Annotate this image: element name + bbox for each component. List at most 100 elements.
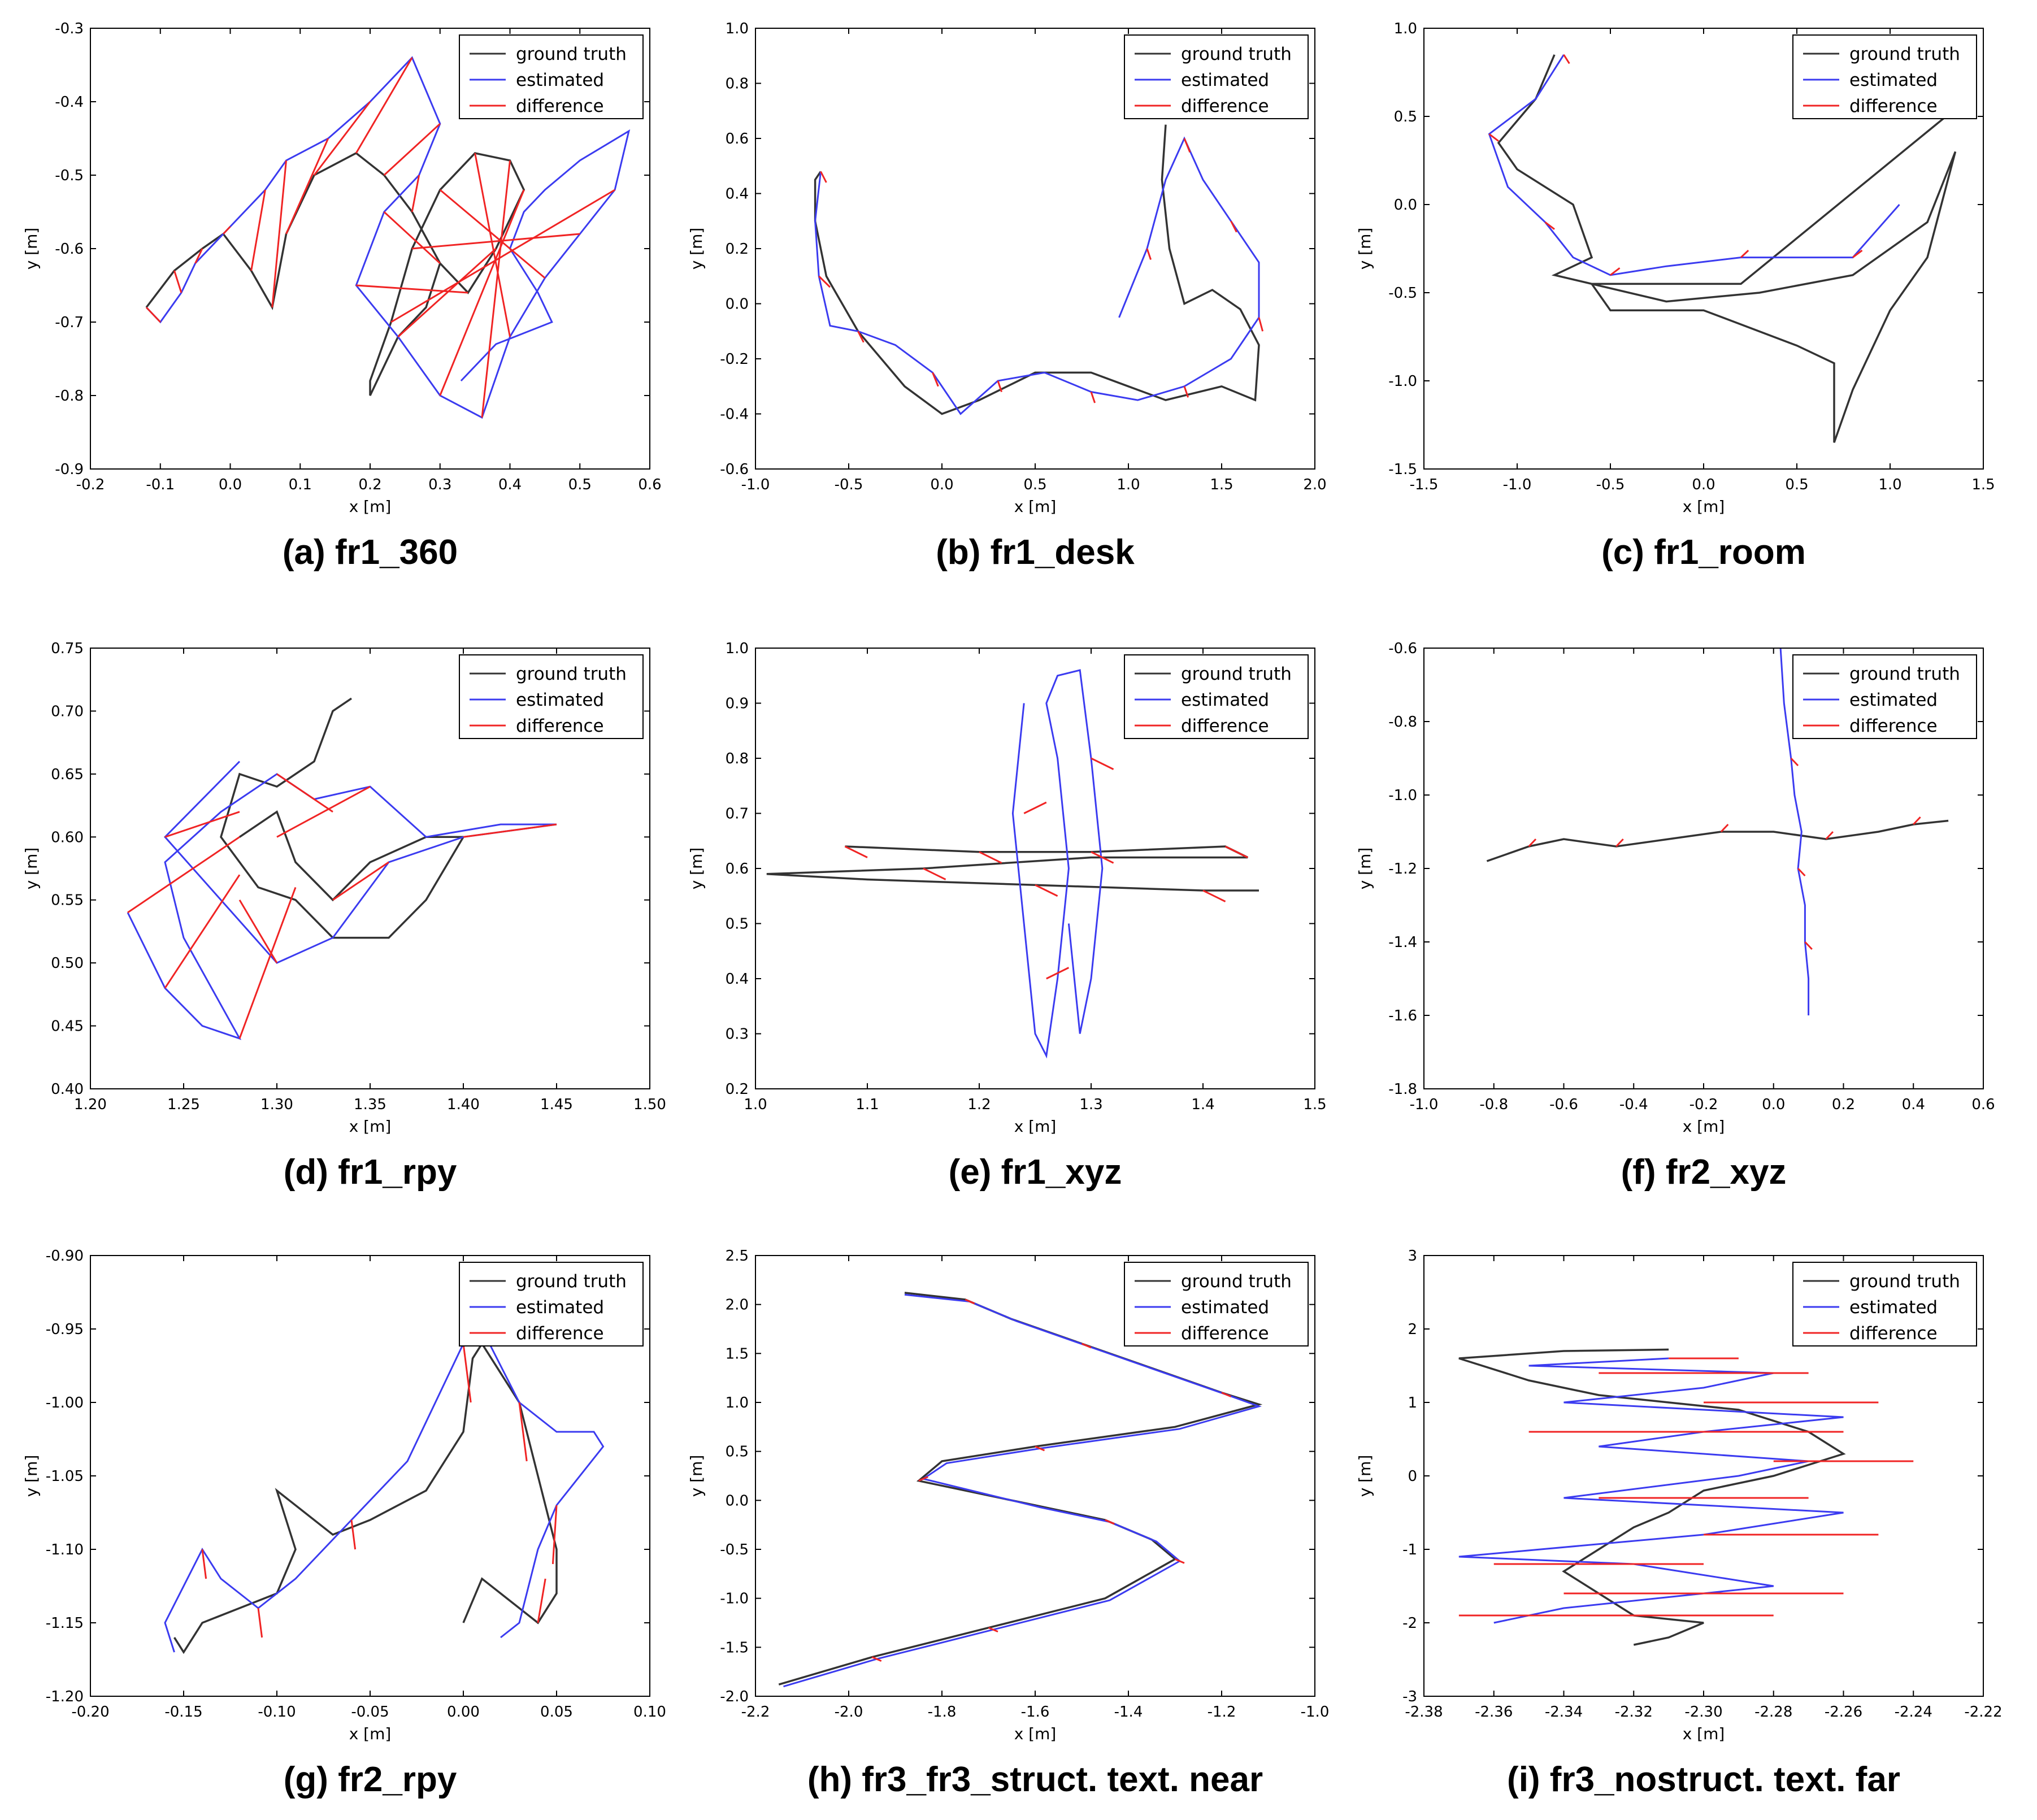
y-tick-label: -1.5 [720,1639,749,1656]
ground-truth-line [766,845,1259,892]
x-tick-label: -1.5 [1410,476,1439,493]
x-tick-label: -2.30 [1684,1704,1722,1721]
y-tick-label: 0.8 [726,76,749,93]
legend-difference-label: difference [516,716,604,736]
y-tick-label: -0.9 [55,461,84,478]
estimated-line [783,1293,1262,1688]
y-tick-label: -1.5 [1388,461,1417,478]
x-tick-label: 1.4 [1191,1096,1214,1113]
legend-ground-truth-label: ground truth [1849,1271,1960,1292]
difference-segment [1105,1519,1115,1525]
y-tick-label: 0.65 [51,766,84,783]
x-axis-label: x [m] [1683,1117,1725,1136]
y-axis-label: y [m] [687,228,706,270]
difference-segment [923,867,946,880]
x-tick-label: 1.0 [744,1096,767,1113]
y-tick-label: 1.0 [726,640,749,657]
x-tick-label: -2.36 [1475,1704,1513,1721]
ground-truth-line [145,151,525,396]
x-axis-label: x [m] [1014,1117,1057,1136]
legend-estimated-label: estimated [516,1297,604,1318]
legend-estimated-label: estimated [1181,1297,1269,1318]
x-tick-label: 1.2 [967,1096,991,1113]
x-axis-label: x [m] [349,1725,392,1743]
y-tick-label: 0.0 [726,1492,749,1509]
legend-difference-label: difference [1181,716,1269,736]
y-axis-label: y [m] [1356,228,1374,270]
y-axis-label: y [m] [1356,848,1374,890]
x-tick-label: -2.38 [1405,1704,1443,1721]
y-tick-label: 0.2 [726,1081,749,1098]
chart-panel: -2.2 -2.0 -1.8 -1.6 -1.4 -1.2 -1.0-2.0-1.5-1.0… [687,1248,1329,1799]
difference-segment [285,138,329,234]
ground-truth-line [814,124,1260,415]
y-tick-label: -1.20 [46,1688,84,1705]
legend-ground-truth-label: ground truth [1181,1271,1292,1292]
chart-panel: -1.5 -1.0 -0.5 0.0 0.5 1.0 1.5 -1.5 -1.0 -0.5 0.0 0… [1356,20,1995,572]
plot-area [1486,648,1949,1015]
y-tick-label: 1.5 [726,1345,749,1362]
x-tick-label: 1.0 [1878,476,1901,493]
estimated-line [1458,1357,1844,1624]
x-axis-label: x [m] [1683,1725,1725,1743]
panel-caption: (h) fr3_fr3_struct. text. near [807,1760,1263,1799]
x-tick-label: -2.26 [1825,1704,1862,1721]
chart-panel: -0.2 -0.1 0.0 0.1 0.2 0.3 0.4 0.5 0.6 -0.9 -0.8 -0.… [22,20,662,572]
x-tick-label: -1.6 [1021,1704,1050,1721]
y-tick-label: -1.00 [46,1395,84,1411]
x-tick-label: -1.0 [1410,1096,1439,1113]
difference-segment [412,233,580,250]
difference-segment [1258,317,1264,332]
y-tick-label: 0.5 [726,1444,749,1461]
difference-segment [355,57,413,154]
y-tick-label: -0.3 [55,20,84,37]
y-tick-label: 0.4 [726,971,749,988]
difference-segment [238,887,297,1039]
ground-truth-line [220,697,466,939]
panel-caption: (e) fr1_xyz [949,1153,1122,1192]
y-tick-label: 0.40 [51,1081,84,1098]
x-tick-label: 0.1 [289,476,312,493]
difference-segment [276,785,371,838]
difference-segment [1615,838,1624,848]
y-tick-label: 0.75 [51,640,84,657]
y-tick-label: -1 [1402,1541,1417,1558]
x-tick-label: -0.5 [835,476,863,493]
difference-segment [1023,801,1047,814]
legend-difference-label: difference [1181,96,1269,116]
x-tick-label: 0.05 [540,1704,573,1721]
difference-segment [1221,1392,1232,1397]
y-tick-label: 0.9 [726,696,749,713]
difference-segment [462,1343,472,1403]
y-tick-label: 0.5 [1394,108,1417,125]
legend-estimated-label: estimated [1181,690,1269,710]
x-tick-label: 0.0 [1692,476,1715,493]
legend: ground truth estimated difference [459,654,644,739]
difference-segment [250,189,266,271]
x-tick-label: 1.25 [167,1096,200,1113]
x-tick-label: -0.5 [1596,476,1625,493]
legend-box [1792,34,1977,119]
plot-area [164,1327,605,1654]
difference-segment [194,248,203,264]
x-tick-label: -1.0 [1301,1704,1330,1721]
difference-segment [145,306,161,323]
x-tick-label: 1.40 [447,1096,480,1113]
estimated-line [814,136,1260,415]
x-tick-label: 0.4 [498,476,522,493]
legend-box [1792,1262,1977,1346]
x-tick-label: 0.0 [219,476,242,493]
difference-segment [818,275,831,288]
legend-ground-truth-label: ground truth [1181,44,1292,64]
y-axis-label: y [m] [22,848,41,890]
difference-segment [537,1578,546,1623]
estimated-line [1779,648,1810,1015]
difference-segment [1230,220,1237,233]
y-tick-label: 0.5 [726,916,749,933]
panel-caption: (d) fr1_rpy [284,1153,457,1192]
x-tick-label: 1.5 [1210,476,1233,493]
difference-segment [820,171,827,183]
y-tick-label: -1.15 [46,1615,84,1632]
x-axis-label: x [m] [1014,497,1057,516]
y-tick-label: -0.8 [55,388,84,405]
